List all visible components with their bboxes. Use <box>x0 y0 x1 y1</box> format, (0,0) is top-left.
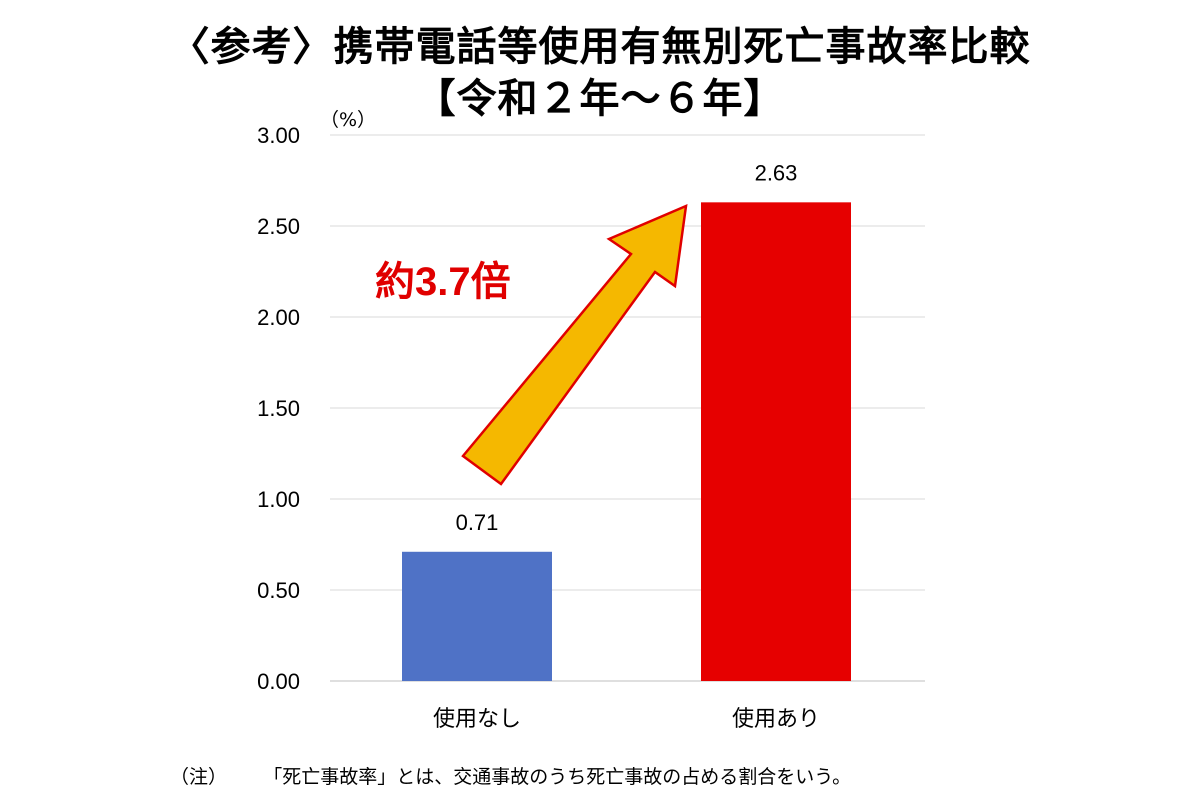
bar-value-label: 2.63 <box>755 160 798 185</box>
x-tick-label: 使用なし <box>433 707 521 732</box>
bars <box>402 202 851 681</box>
x-axis-labels: 使用なし 使用あり <box>433 707 820 732</box>
y-tick-label: 0.50 <box>257 578 300 603</box>
bar-value-label: 0.71 <box>456 510 499 535</box>
y-tick-label: 3.00 <box>257 123 300 148</box>
increase-arrow <box>461 203 688 486</box>
y-tick-label: 1.00 <box>257 487 300 512</box>
y-tick-label: 2.50 <box>257 214 300 239</box>
y-axis-unit-label: （%） <box>320 109 376 131</box>
y-tick-label: 0.00 <box>257 669 300 694</box>
y-tick-label: 2.00 <box>257 305 300 330</box>
bar <box>402 551 552 681</box>
chart-title: 〈参考〉携帯電話等使用有無別死亡事故率比較 <box>169 24 1031 70</box>
x-tick-label: 使用あり <box>732 707 820 732</box>
value-labels: 0.71 2.63 <box>456 160 798 534</box>
y-tick-label: 1.50 <box>257 396 300 421</box>
y-axis-ticks: 0.00 0.50 1.00 1.50 2.00 2.50 3.00 <box>257 123 300 694</box>
footnote: （注） 「死亡事故率」とは、交通事故のうち死亡事故の占める割合をいう。 <box>170 762 851 789</box>
footnote-text: 「死亡事故率」とは、交通事故のうち死亡事故の占める割合をいう。 <box>263 766 852 788</box>
footnote-label: （注） <box>170 766 228 788</box>
bar <box>701 202 851 681</box>
chart-subtitle: 【令和２年～６年】 <box>415 76 785 122</box>
ratio-annotation: 約3.7倍 <box>375 260 511 304</box>
